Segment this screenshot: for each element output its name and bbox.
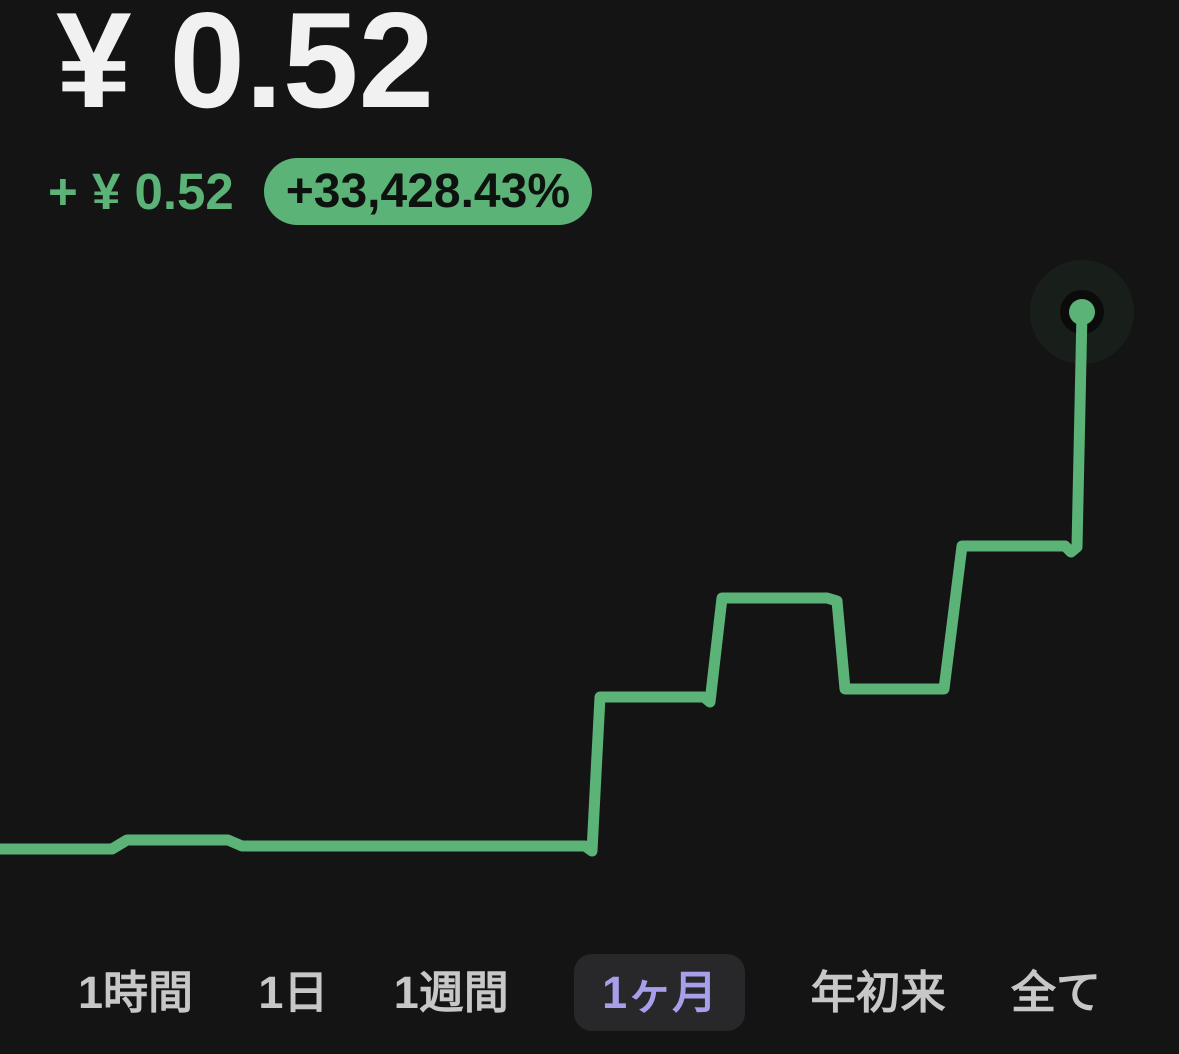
tab-ytd[interactable]: 年初来: [810, 966, 946, 1018]
time-range-tabbar: 1時間 1日 1週間 1ヶ月 年初来 全て: [0, 950, 1179, 1034]
tab-1-hour[interactable]: 1時間: [78, 966, 194, 1018]
current-price: ¥ 0.52: [56, 0, 435, 136]
tab-all[interactable]: 全て: [1010, 966, 1101, 1018]
price-line-chart-svg: [0, 260, 1134, 857]
tab-1-day[interactable]: 1日: [258, 966, 329, 1018]
tab-1-week[interactable]: 1週間: [393, 966, 509, 1018]
price-change-percent-badge: +33,428.43%: [263, 158, 592, 225]
price-change-row: + ¥ 0.52 +33,428.43%: [48, 158, 592, 225]
price-change-amount: + ¥ 0.52: [48, 163, 234, 220]
tab-1-month[interactable]: 1ヶ月: [574, 953, 746, 1031]
price-line-chart[interactable]: [0, 250, 1179, 910]
